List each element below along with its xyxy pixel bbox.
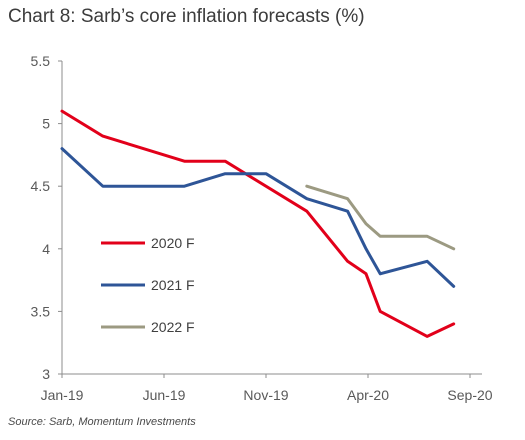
chart-title: Chart 8: Sarb’s core inflation forecasts… [8,6,365,27]
y-tick-label: 3.5 [31,303,51,319]
legend-label: 2020 F [151,235,195,251]
y-tick-label: 4 [42,241,50,257]
series-lines [60,109,456,338]
x-tick-label: Sep-20 [447,387,492,403]
legend-label: 2021 F [151,277,195,293]
x-tick-label: Jun-19 [143,387,186,403]
y-tick-label: 5.5 [31,53,51,69]
series-line-2020-f [60,109,456,338]
series-line-2021-f [60,147,456,288]
chart-axes [58,60,482,378]
source-note: Source: Sarb, Momentum Investments [8,416,196,428]
y-tick-label: 5 [42,116,50,132]
x-tick-label: Jan-19 [41,387,84,403]
x-tick-label: Nov-19 [243,387,288,403]
y-tick-label: 3 [42,366,50,382]
legend-label: 2022 F [151,319,195,335]
x-tick-label: Apr-20 [347,387,389,403]
y-tick-label: 4.5 [31,178,51,194]
tick-labels: 3 3.5 4 4.5 5 5.5 Jan-19 Jun-19 Nov-19 Apr-20 Sep-… [31,53,493,403]
chart-legend: 2020 F 2021 F 2022 F [101,235,195,335]
series-line-2022-f [305,184,456,251]
